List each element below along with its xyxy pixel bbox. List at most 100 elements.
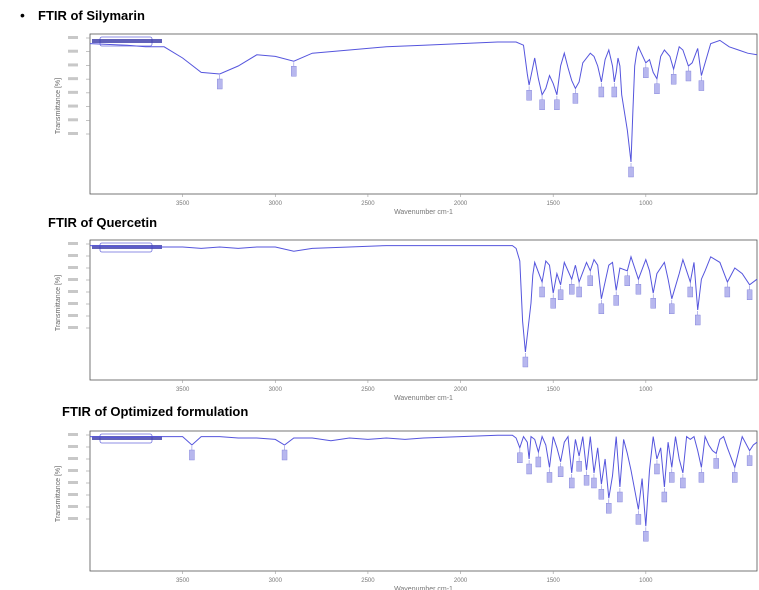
peak-label [611, 86, 618, 98]
peak-label [522, 356, 529, 368]
y-tick-label [68, 104, 78, 108]
peak-label [281, 449, 288, 461]
peak-label [687, 286, 693, 298]
peak-label [695, 314, 701, 326]
peak-label [635, 514, 642, 525]
peak-label [635, 284, 642, 295]
x-tick-label: 2500 [361, 578, 375, 584]
peak-label [189, 449, 195, 461]
y-tick-label [68, 469, 78, 472]
peak-label [643, 67, 649, 78]
x-tick-label: 1000 [639, 387, 653, 393]
y-tick-label [68, 242, 78, 245]
ftir-chart-optimized: Transmittance [%] 3500 3000 2500 2000 1500 100… [55, 430, 758, 590]
spectrum-line [89, 245, 758, 353]
peak-label [650, 297, 656, 309]
chart-title-quercetin: FTIR of Quercetin [48, 215, 158, 230]
peak-label [526, 463, 532, 475]
y-tick-label [68, 49, 78, 53]
chart-title-silymarin: FTIR of Silymarin [38, 8, 145, 23]
peak-label [572, 93, 579, 104]
chart-title-optimized: FTIR of Optimized formulation [62, 404, 249, 419]
x-tick-label: 1500 [547, 387, 561, 393]
peak-label [661, 491, 668, 503]
y-tick-label [68, 36, 78, 39]
peak-label [713, 458, 719, 469]
x-tick-label: 3500 [176, 201, 190, 207]
peak-label [685, 70, 692, 82]
y-tick-label [68, 290, 78, 293]
x-tick-label: 3000 [269, 578, 283, 584]
peak-label [591, 477, 597, 489]
peak-label [517, 452, 523, 463]
peak-label [554, 99, 560, 111]
peak-label [583, 475, 590, 486]
peak-label [746, 455, 753, 466]
peak-label [670, 74, 677, 85]
x-axis-label: Wavenumber cm-1 [394, 395, 453, 402]
peak-label [535, 456, 542, 468]
x-tick-label: 1500 [547, 201, 561, 207]
y-tick-label [68, 517, 78, 520]
peak-label [698, 80, 705, 91]
peak-label [598, 488, 605, 500]
x-axis-label: Wavenumber cm-1 [394, 209, 453, 216]
spectrum-line [89, 39, 758, 163]
peak-label [576, 286, 582, 298]
y-tick-label [68, 63, 78, 67]
x-tick-label: 2000 [454, 578, 468, 584]
x-tick-label: 2000 [454, 201, 468, 207]
y-tick-label [68, 302, 78, 305]
peak-label [724, 286, 731, 298]
peak-label [550, 297, 556, 309]
peak-label [539, 286, 545, 298]
y-tick-label [68, 132, 78, 135]
x-tick-label: 1000 [639, 578, 653, 584]
peak-label [613, 295, 619, 306]
peak-label [557, 466, 564, 477]
y-tick-label [68, 457, 78, 460]
peak-label [526, 90, 532, 101]
peak-label [680, 477, 686, 489]
y-tick-label [68, 314, 78, 317]
y-tick-label [68, 445, 78, 448]
peak-label [628, 166, 634, 178]
peak-label [587, 275, 593, 286]
peak-label [654, 83, 660, 94]
y-tick-label [68, 481, 78, 484]
y-tick-label [68, 77, 78, 81]
peak-label [617, 491, 623, 503]
y-tick-label [68, 118, 78, 122]
peak-label [598, 86, 605, 98]
peak-label [643, 530, 649, 542]
plot-frame [89, 430, 758, 572]
x-tick-label: 3000 [269, 387, 283, 393]
peak-label [669, 303, 675, 315]
peak-label [539, 99, 545, 111]
y-tick-label [68, 505, 78, 508]
y-tick-label [68, 266, 78, 269]
peak-label [746, 289, 753, 300]
peak-label [546, 472, 553, 483]
x-tick-label: 1000 [639, 201, 653, 207]
x-tick-label: 2500 [361, 201, 375, 207]
peak-label [576, 461, 582, 472]
bullet-marker: • [20, 7, 25, 23]
x-tick-label: 3000 [269, 201, 283, 207]
spectrum-line [89, 434, 758, 527]
x-tick-label: 3500 [176, 578, 190, 584]
x-axis-label: Wavenumber cm-1 [394, 586, 453, 590]
peak-label [598, 303, 605, 315]
y-axis-label: Transmittance [%] [55, 275, 62, 331]
y-tick-label [68, 433, 78, 436]
peak-label [624, 275, 631, 286]
ftir-chart-silymarin: Transmittance [%] 3500 3000 2500 2000 1500 100… [55, 33, 758, 216]
peak-label [557, 289, 564, 300]
y-axis-label: Transmittance [%] [55, 78, 62, 134]
peak-label [569, 284, 575, 295]
x-tick-label: 2500 [361, 387, 375, 393]
ftir-chart-quercetin: Transmittance [%] 3500 3000 2500 2000 1500 100… [55, 239, 758, 402]
peak-label [606, 502, 612, 514]
y-tick-label [68, 326, 78, 329]
peak-label [669, 472, 675, 483]
